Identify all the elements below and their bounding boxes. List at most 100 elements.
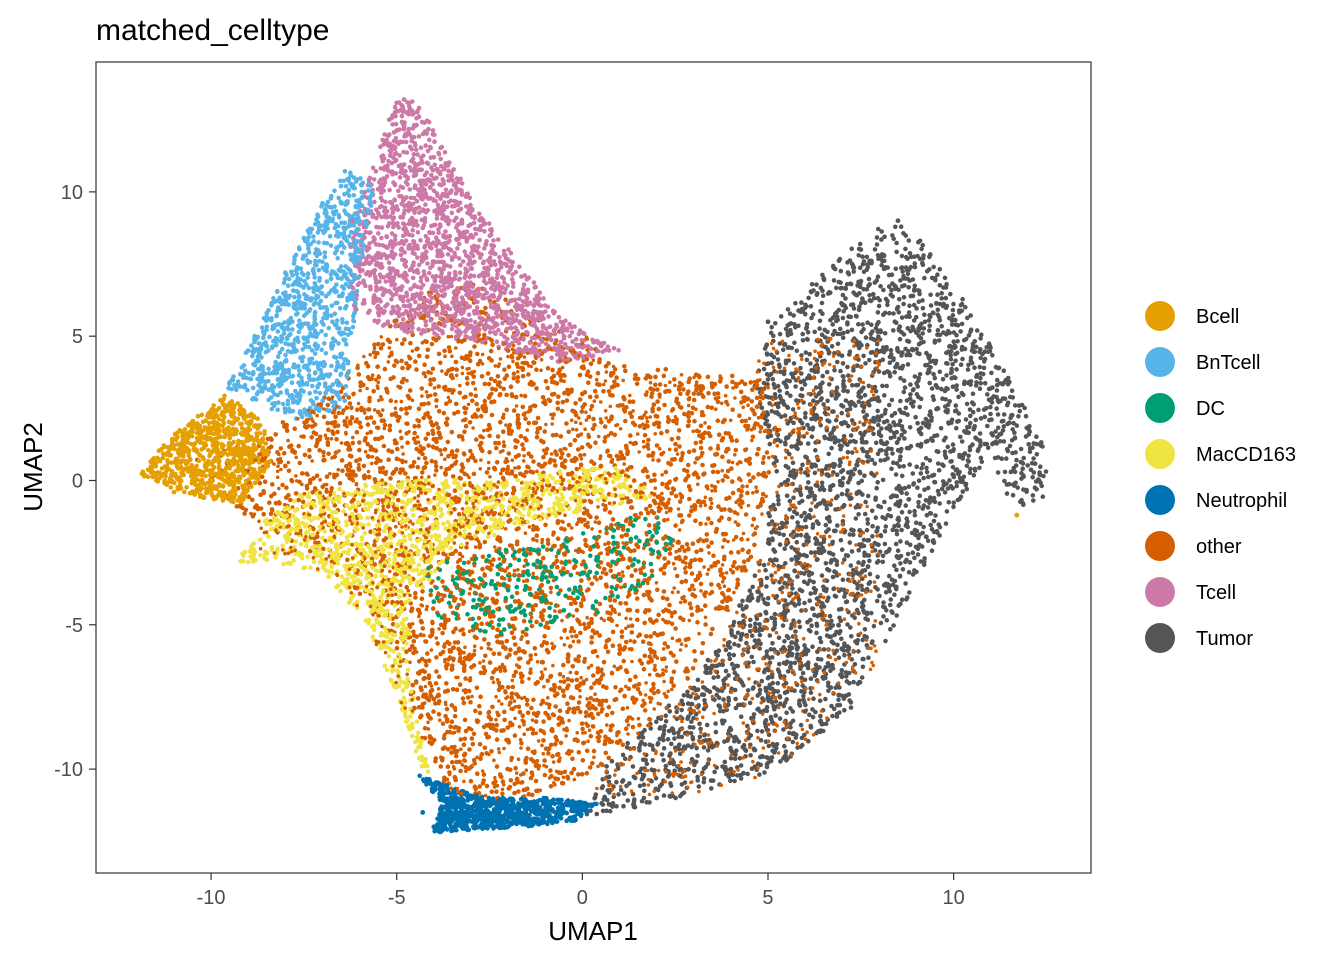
data-point-bntcell: [245, 348, 251, 354]
data-point-other: [691, 708, 697, 714]
data-point-dc: [635, 581, 641, 587]
data-point-bcell: [208, 426, 214, 431]
data-point-tumor: [1006, 420, 1012, 426]
y-tick-label: 5: [72, 326, 83, 348]
data-point-dc: [468, 579, 474, 584]
x-tick-label: -5: [388, 887, 406, 909]
data-point-maccd163: [238, 558, 244, 564]
data-point-dc: [654, 530, 660, 535]
data-point-tumor: [821, 276, 827, 281]
data-point-maccd163: [327, 535, 333, 541]
data-point-dc: [617, 550, 622, 556]
data-point-bcell: [178, 440, 184, 446]
legend-label-dc: DC: [1196, 398, 1225, 420]
data-point-bcell: [234, 460, 240, 466]
data-point-bntcell: [227, 379, 233, 385]
data-point-tcell: [450, 203, 455, 209]
data-point-bntcell: [275, 377, 281, 382]
point-cloud-layer: [139, 99, 1049, 835]
plot-panel-border: [95, 61, 1092, 874]
legend-key-tumor: [1145, 623, 1175, 653]
data-point-neutrophil: [490, 818, 496, 824]
point-cloud-bcell: [139, 393, 272, 505]
data-point-tcell: [401, 97, 407, 102]
legend: Bcell BnTcell DC MacCD163 Neutrophil other Tce…: [1145, 301, 1296, 653]
x-tick-label: 10: [943, 887, 965, 909]
data-point-maccd163: [357, 579, 363, 584]
data-point-bcell: [149, 466, 155, 472]
data-point-tcell: [386, 117, 392, 123]
data-point-bntcell: [301, 235, 307, 241]
data-point-tcell: [468, 232, 474, 238]
point-cloud-bntcell: [226, 169, 375, 421]
data-point-bntcell: [349, 290, 355, 296]
legend-label-tumor: Tumor: [1196, 628, 1253, 650]
data-point-tcell: [416, 114, 422, 120]
y-tick-label: -10: [54, 759, 83, 781]
data-point-other: [617, 651, 622, 657]
data-point-tcell: [431, 154, 437, 160]
point-cloud-neutrophil: [417, 773, 599, 835]
data-point-bntcell: [264, 310, 270, 316]
x-tick-label: 0: [577, 887, 588, 909]
data-point-maccd163: [524, 483, 530, 489]
data-point-bntcell: [338, 183, 344, 189]
data-point-bcell: [223, 408, 229, 414]
data-point-bntcell: [282, 270, 288, 276]
y-tick-label: 0: [72, 470, 83, 492]
data-point-other: [282, 463, 288, 469]
y-tick-label: -5: [65, 615, 83, 637]
data-point-neutrophil: [420, 809, 426, 815]
legend-label-bntcell: BnTcell: [1196, 352, 1260, 374]
data-point-other: [654, 420, 660, 426]
data-point-tumor: [654, 795, 660, 801]
data-point-neutrophil: [524, 818, 530, 824]
data-point-other: [468, 535, 474, 541]
data-point-tumor: [932, 276, 938, 281]
data-point-tumor: [858, 247, 864, 252]
legend-key-neutrophil: [1145, 485, 1175, 515]
x-axis-title: UMAP1: [548, 916, 638, 946]
data-point-maccd163: [401, 680, 407, 685]
data-point-tumor: [728, 766, 734, 772]
data-point-maccd163: [394, 622, 400, 628]
data-point-maccd163: [297, 492, 303, 498]
data-point-other: [357, 420, 363, 426]
legend-key-bntcell: [1145, 347, 1175, 377]
x-axis: -10 -5 0 5 10: [197, 873, 965, 909]
data-point-bcell: [171, 489, 177, 495]
x-tick-label: -10: [197, 887, 226, 909]
data-point-dc: [431, 599, 437, 605]
data-point-other: [542, 593, 548, 599]
legend-label-tcell: Tcell: [1196, 582, 1236, 604]
data-point-neutrophil: [505, 812, 511, 818]
legend-label-other: other: [1196, 536, 1242, 558]
data-point-other: [728, 434, 734, 440]
data-point-tumor: [1036, 478, 1042, 483]
data-point-dc: [505, 587, 511, 593]
data-point-bcell: [193, 472, 199, 478]
data-point-tcell: [561, 328, 567, 333]
y-tick-label: 10: [61, 182, 83, 204]
x-tick-label: 5: [762, 887, 773, 909]
data-point-maccd163: [450, 501, 455, 506]
data-point-tumor: [895, 218, 901, 224]
point-cloud-other-scatter: [246, 334, 881, 798]
data-point-tcell: [524, 299, 530, 304]
data-point-neutrophil: [542, 812, 548, 818]
legend-key-bcell: [1145, 301, 1175, 331]
data-point-bntcell: [320, 201, 325, 206]
data-point-other: [394, 506, 400, 512]
data-point-neutrophil: [476, 809, 481, 815]
data-point-dc: [542, 564, 548, 570]
data-point-maccd163: [268, 521, 273, 527]
legend-key-dc: [1145, 393, 1175, 423]
data-point-neutrophil: [461, 824, 466, 830]
y-axis-title: UMAP2: [18, 422, 48, 512]
data-point-dc: [579, 570, 585, 576]
data-point-other: [505, 737, 511, 743]
legend-key-other: [1145, 531, 1175, 561]
data-point-other: [579, 391, 585, 397]
legend-label-bcell: Bcell: [1196, 306, 1239, 328]
